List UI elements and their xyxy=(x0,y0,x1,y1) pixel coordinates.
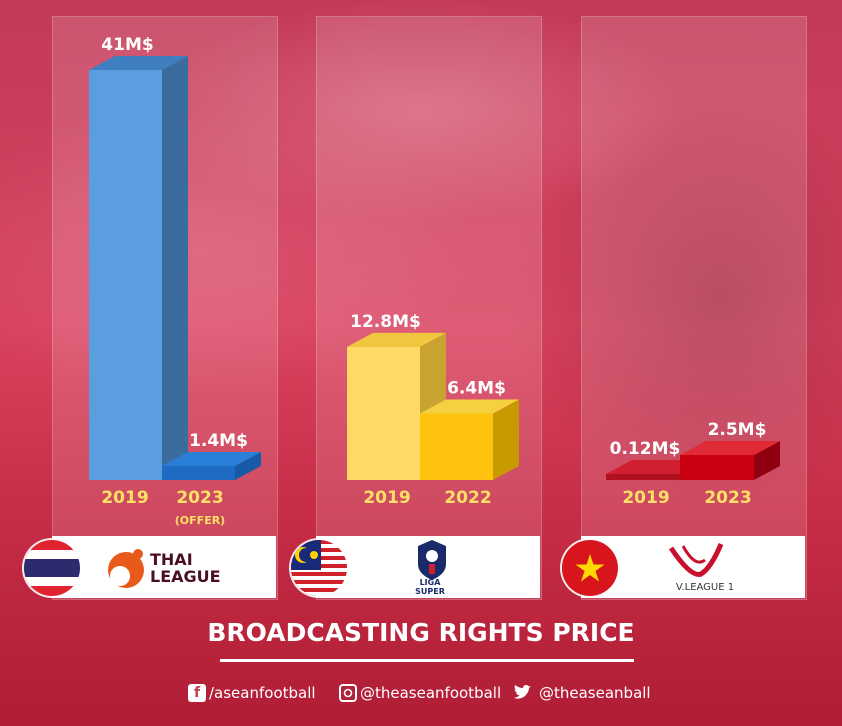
thai-year-label-2023: 2023 xyxy=(176,488,223,508)
thai-league-logo-icon xyxy=(108,549,144,588)
vietnam-flag-icon xyxy=(562,540,618,596)
thai-year-label-2019: 2019 xyxy=(101,488,148,508)
v-league-logo-text: V.LEAGUE 1 xyxy=(675,582,735,593)
thai-league-logo-text: THAI LEAGUE xyxy=(150,550,221,586)
liga-super-panel xyxy=(316,16,542,600)
malay-bar-2022-side xyxy=(493,399,519,480)
malay-bar-2022 xyxy=(420,413,493,480)
thai-league-logo-box xyxy=(52,536,276,598)
thai-bar-2023 xyxy=(162,466,235,480)
thai-bar-2019 xyxy=(89,70,162,480)
malay-bar-2019-top xyxy=(347,332,446,347)
malay-value-label-2019: 12.8M$ xyxy=(350,312,421,332)
v-league-logo-box xyxy=(581,536,805,598)
thai-note-label-2023: (OFFER) xyxy=(175,514,225,527)
thailand-flag-icon xyxy=(24,540,80,596)
viet-bar-2023 xyxy=(680,455,754,480)
social-instagram: @theaseanfootball xyxy=(339,684,501,702)
liga-super-logo-text: LIGA SUPER xyxy=(415,578,445,596)
thai-value-label-2023: 1.4M$ xyxy=(189,431,248,451)
thai-value-label-2019: 41M$ xyxy=(101,35,153,55)
social-facebook: f /aseanfootball xyxy=(188,684,316,702)
thai-bar-2023-top xyxy=(162,452,261,466)
thai-bar-2019-top xyxy=(89,56,188,70)
twitter-icon xyxy=(514,684,532,702)
malay-bar-2022-top xyxy=(420,399,519,414)
malay-year-label-2022: 2022 xyxy=(444,488,491,508)
thai-bar-2019-side xyxy=(162,56,188,480)
instagram-handle: @theaseanfootball xyxy=(360,684,502,702)
v-league-panel xyxy=(581,16,807,600)
viet-bar-2023-top xyxy=(680,441,780,455)
social-twitter: @theaseanball xyxy=(514,684,651,702)
title-underline xyxy=(220,659,634,662)
liga-super-logo-icon xyxy=(418,540,446,580)
v-league-logo-icon xyxy=(668,543,724,577)
malaysia-flag-icon xyxy=(291,540,347,596)
viet-bar-2023-side xyxy=(754,441,780,480)
twitter-handle: @theaseanball xyxy=(539,684,651,702)
malay-value-label-2022: 6.4M$ xyxy=(447,378,506,398)
instagram-icon xyxy=(339,684,357,702)
facebook-handle: /aseanfootball xyxy=(209,684,316,702)
facebook-icon: f xyxy=(188,684,206,702)
viet-year-label-2023: 2023 xyxy=(704,488,751,508)
viet-value-label-2019: 0.12M$ xyxy=(610,439,681,459)
viet-year-label-2019: 2019 xyxy=(622,488,669,508)
malay-year-label-2019: 2019 xyxy=(363,488,410,508)
thai-bar-2023-side xyxy=(235,452,261,480)
page-title: BROADCASTING RIGHTS PRICE xyxy=(207,618,635,647)
liga-super-logo-box xyxy=(316,536,540,598)
malay-bar-2019 xyxy=(347,346,420,480)
viet-value-label-2023: 2.5M$ xyxy=(708,420,767,440)
viet-bar-2019 xyxy=(606,474,680,480)
